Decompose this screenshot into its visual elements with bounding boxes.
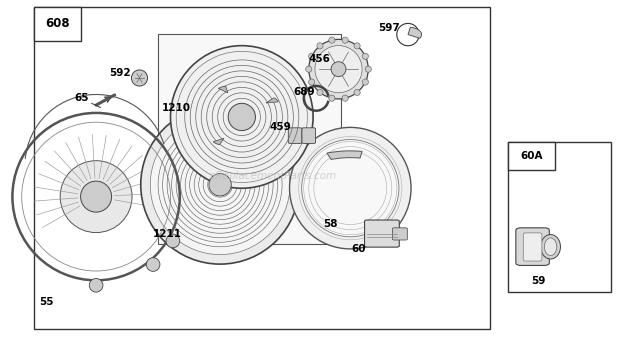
FancyBboxPatch shape [508, 142, 555, 170]
Ellipse shape [60, 161, 132, 233]
Text: 597: 597 [378, 23, 401, 34]
Wedge shape [213, 138, 224, 145]
Text: 59: 59 [531, 276, 546, 286]
Text: 65: 65 [74, 93, 89, 103]
Ellipse shape [89, 278, 103, 292]
Ellipse shape [309, 79, 315, 85]
FancyBboxPatch shape [365, 220, 399, 247]
FancyBboxPatch shape [288, 128, 302, 143]
Ellipse shape [81, 181, 112, 212]
Ellipse shape [150, 115, 290, 255]
Ellipse shape [354, 43, 360, 49]
Ellipse shape [290, 127, 411, 249]
Ellipse shape [228, 103, 255, 131]
FancyBboxPatch shape [392, 228, 407, 240]
Ellipse shape [309, 53, 315, 59]
Ellipse shape [362, 79, 368, 85]
Ellipse shape [141, 105, 299, 264]
FancyBboxPatch shape [523, 233, 542, 261]
Text: 1211: 1211 [153, 229, 182, 239]
Ellipse shape [365, 66, 371, 72]
Ellipse shape [131, 70, 148, 86]
Text: 55: 55 [39, 297, 54, 307]
Ellipse shape [170, 46, 313, 188]
Ellipse shape [342, 37, 348, 43]
Ellipse shape [315, 46, 362, 93]
Text: 689: 689 [293, 87, 314, 97]
Ellipse shape [306, 66, 312, 72]
FancyBboxPatch shape [158, 34, 341, 244]
Text: 60: 60 [351, 244, 366, 254]
Ellipse shape [354, 89, 360, 96]
Text: eReplacementParts.com: eReplacementParts.com [209, 171, 337, 181]
Text: 456: 456 [308, 54, 330, 64]
Ellipse shape [309, 39, 368, 99]
FancyBboxPatch shape [34, 7, 490, 329]
Ellipse shape [331, 62, 346, 77]
Text: 459: 459 [269, 122, 291, 132]
Ellipse shape [362, 53, 368, 59]
FancyBboxPatch shape [302, 128, 316, 143]
Ellipse shape [329, 95, 335, 101]
Ellipse shape [209, 174, 231, 196]
Text: 592: 592 [110, 67, 131, 78]
FancyBboxPatch shape [508, 142, 611, 292]
Ellipse shape [544, 238, 557, 256]
Ellipse shape [166, 234, 180, 248]
Text: 608: 608 [45, 17, 69, 30]
Text: 58: 58 [323, 219, 338, 229]
Wedge shape [327, 151, 362, 159]
Wedge shape [408, 27, 422, 38]
Ellipse shape [302, 140, 399, 237]
Wedge shape [218, 86, 228, 93]
Ellipse shape [329, 37, 335, 43]
Text: 1210: 1210 [162, 103, 191, 114]
Ellipse shape [146, 258, 160, 271]
Text: 60A: 60A [520, 151, 543, 161]
Ellipse shape [342, 95, 348, 101]
Ellipse shape [317, 43, 323, 49]
Ellipse shape [541, 235, 560, 259]
FancyBboxPatch shape [34, 7, 81, 41]
Ellipse shape [317, 89, 323, 96]
FancyBboxPatch shape [516, 228, 549, 265]
Wedge shape [266, 98, 278, 103]
